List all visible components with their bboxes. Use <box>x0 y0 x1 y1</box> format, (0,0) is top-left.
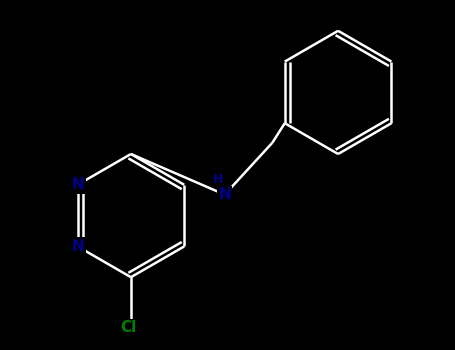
Text: N: N <box>71 177 84 192</box>
Text: N: N <box>218 187 231 202</box>
Text: H: H <box>212 173 223 186</box>
Text: Cl: Cl <box>120 320 136 335</box>
Text: N: N <box>71 239 84 254</box>
